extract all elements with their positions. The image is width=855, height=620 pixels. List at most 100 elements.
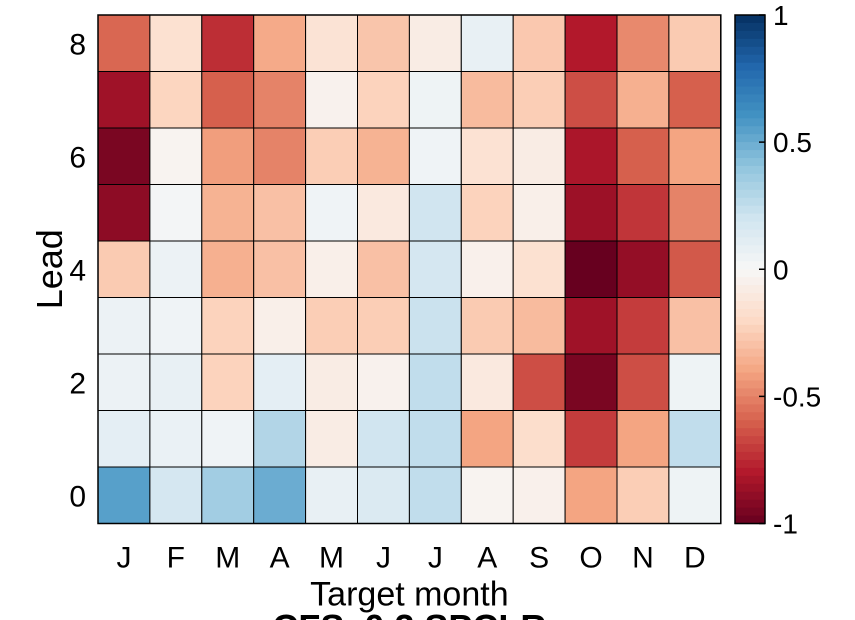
heatmap-cell: [460, 240, 514, 298]
heatmap-cell: [201, 184, 255, 242]
colorbar-segment: [735, 451, 765, 461]
colorbar-segment: [735, 324, 765, 334]
heatmap-cell: [305, 184, 359, 242]
colorbar-segment: [735, 86, 765, 96]
y-axis-ticks: 0 2 4 6 8: [69, 28, 86, 513]
heatmap-cell: [357, 297, 410, 355]
heatmap-cell: [616, 353, 670, 411]
heatmap-cell: [253, 127, 307, 185]
heatmap-cell: [253, 14, 307, 72]
heatmap-cell: [253, 410, 307, 468]
colorbar-segment: [735, 467, 765, 477]
heatmap-cell: [512, 297, 566, 355]
x-tick-label: N: [632, 542, 654, 575]
heatmap-cell: [460, 71, 514, 129]
colorbar-segment: [735, 293, 765, 302]
heatmap-cell: [408, 71, 462, 129]
colorbar-segment: [735, 483, 765, 493]
heatmap-cell: [201, 14, 255, 72]
heatmap-cell: [97, 14, 151, 72]
colorbar-segment: [735, 301, 765, 310]
colorbar-segment: [735, 332, 765, 342]
colorbar: [734, 14, 766, 525]
heatmap-cell: [512, 466, 566, 524]
colorbar-segment: [735, 229, 765, 239]
colorbar-tick-label: 0.5: [773, 127, 812, 158]
heatmap-cell: [97, 353, 151, 411]
x-tick-label: D: [684, 542, 706, 575]
colorbar-segment: [735, 459, 765, 469]
heatmap-cell: [305, 71, 359, 129]
colorbar-segment: [735, 126, 765, 135]
heatmap-cell: [149, 14, 203, 72]
colorbar-segment: [735, 491, 765, 501]
y-tick-label: 0: [69, 480, 86, 513]
colorbar-segment: [735, 261, 765, 270]
heatmap-cell: [253, 240, 307, 298]
colorbar-segment: [735, 348, 765, 358]
heatmap-cell: [253, 184, 307, 242]
y-tick-label: 2: [69, 367, 86, 400]
heatmap-cell: [564, 71, 618, 129]
colorbar-segment: [735, 316, 765, 326]
x-tick-label: J: [116, 542, 131, 575]
heatmap-cell: [616, 466, 670, 524]
colorbar-segment: [735, 62, 765, 72]
heatmap-cell: [357, 240, 410, 298]
heatmap-cell: [616, 410, 670, 468]
heatmap-cell: [201, 71, 255, 129]
colorbar-segment: [735, 412, 765, 421]
heatmap-cell: [668, 184, 722, 242]
heatmap-cell: [253, 466, 307, 524]
colorbar-segment: [735, 436, 765, 445]
colorbar-segment: [735, 221, 765, 231]
colorbar-segment: [735, 428, 765, 437]
heatmap-cell: [512, 127, 566, 185]
heatmap-cell: [564, 14, 618, 72]
heatmap-cell: [357, 466, 410, 524]
heatmap-cell: [97, 240, 151, 298]
heatmap-cell: [357, 353, 410, 411]
heatmap-cell: [460, 127, 514, 185]
heatmap-cell: [305, 410, 359, 468]
heatmap-cell: [408, 14, 462, 72]
heatmap-cell: [201, 353, 255, 411]
colorbar-segment: [735, 507, 765, 517]
heatmap-cell: [253, 71, 307, 129]
colorbar-segment: [735, 356, 765, 366]
heatmap-cell: [668, 297, 722, 355]
colorbar-segment: [735, 515, 765, 525]
colorbar-segment: [735, 396, 765, 405]
heatmap-cell: [512, 184, 566, 242]
colorbar-segment: [735, 15, 765, 24]
heatmap-cell: [357, 184, 410, 242]
heatmap-cell: [97, 297, 151, 355]
colorbar-segment: [735, 38, 765, 48]
colorbar-segment: [735, 78, 765, 88]
colorbar-segment: [735, 277, 765, 286]
heatmap-cell: [357, 71, 410, 129]
heatmap-cell: [408, 240, 462, 298]
heatmap-cell: [512, 71, 566, 129]
heatmap-cell: [460, 410, 514, 468]
heatmap-cell: [201, 466, 255, 524]
colorbar-tick-label: -1: [773, 509, 798, 540]
colorbar-segment: [735, 364, 765, 374]
colorbar-segment: [735, 253, 765, 262]
heatmap-cell: [408, 127, 462, 185]
heatmap-cell: [305, 466, 359, 524]
heatmap-cell: [149, 353, 203, 411]
colorbar-segment: [735, 134, 765, 143]
colorbar-segment: [735, 245, 765, 254]
heatmap-cell: [149, 184, 203, 242]
heatmap-cell: [149, 410, 203, 468]
colorbar-segment: [735, 197, 765, 207]
heatmap-cell: [305, 240, 359, 298]
heatmap-cell: [408, 466, 462, 524]
heatmap-cell: [512, 240, 566, 298]
heatmap-cell: [201, 127, 255, 185]
colorbar-segment: [735, 46, 765, 56]
y-axis-label: Lead: [29, 229, 70, 309]
colorbar-segment: [735, 102, 765, 111]
